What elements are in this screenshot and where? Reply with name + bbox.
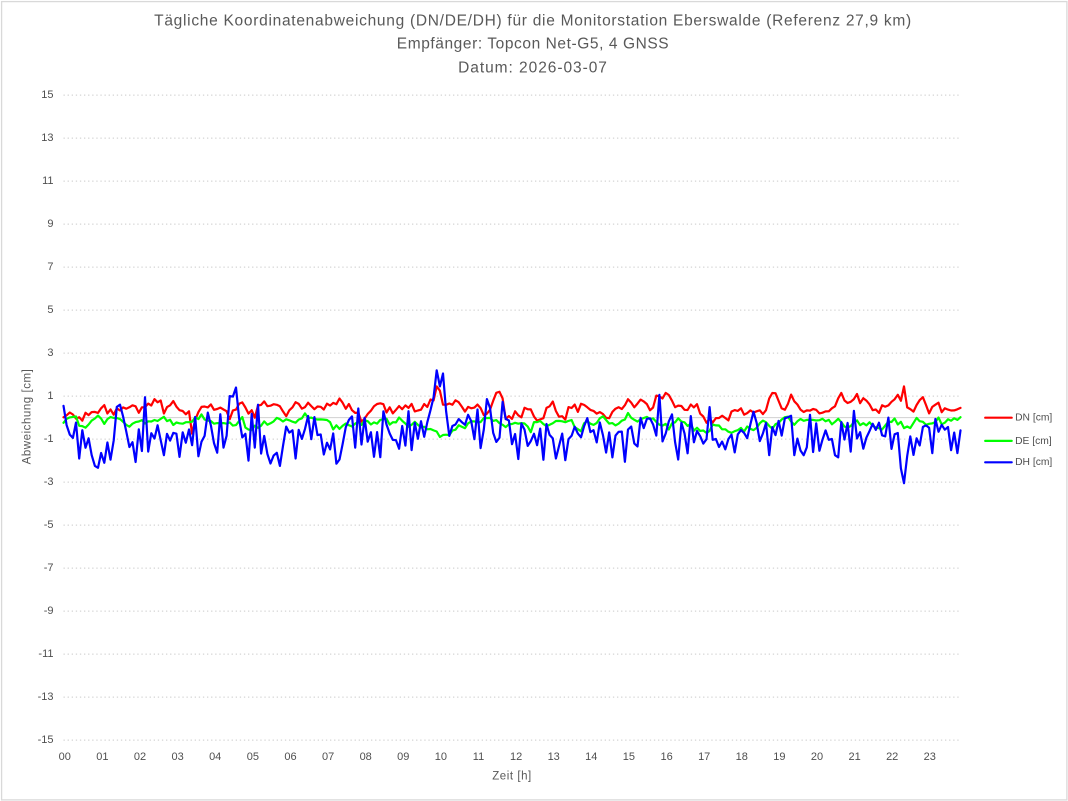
svg-text:17: 17 xyxy=(698,751,710,763)
svg-text:7: 7 xyxy=(47,261,53,273)
svg-text:DN [cm]: DN [cm] xyxy=(1015,413,1052,424)
svg-text:01: 01 xyxy=(96,751,108,763)
svg-text:03: 03 xyxy=(171,751,183,763)
svg-text:09: 09 xyxy=(397,751,409,763)
svg-text:02: 02 xyxy=(134,751,146,763)
svg-text:-1: -1 xyxy=(44,433,54,445)
svg-text:DE [cm]: DE [cm] xyxy=(1015,436,1052,447)
svg-text:20: 20 xyxy=(811,751,823,763)
svg-text:21: 21 xyxy=(848,751,860,763)
svg-text:15: 15 xyxy=(41,89,53,101)
svg-text:-13: -13 xyxy=(38,691,54,703)
svg-text:-9: -9 xyxy=(44,605,54,617)
svg-text:-3: -3 xyxy=(44,476,54,488)
svg-text:-5: -5 xyxy=(44,519,54,531)
svg-text:18: 18 xyxy=(736,751,748,763)
svg-text:Abweichung [cm]: Abweichung [cm] xyxy=(21,369,33,465)
svg-text:Empfänger: Topcon Net-G5, 4 GN: Empfänger: Topcon Net-G5, 4 GNSS xyxy=(397,36,669,53)
svg-text:14: 14 xyxy=(585,751,597,763)
svg-text:Datum: 2026-03-07: Datum: 2026-03-07 xyxy=(458,59,608,76)
svg-text:19: 19 xyxy=(773,751,785,763)
svg-text:23: 23 xyxy=(924,751,936,763)
svg-text:15: 15 xyxy=(623,751,635,763)
svg-text:Tägliche Koordinatenabweichung: Tägliche Koordinatenabweichung (DN/DE/DH… xyxy=(154,13,912,30)
svg-text:16: 16 xyxy=(660,751,672,763)
svg-text:04: 04 xyxy=(209,751,221,763)
svg-text:00: 00 xyxy=(59,751,71,763)
svg-text:08: 08 xyxy=(360,751,372,763)
svg-text:3: 3 xyxy=(47,347,53,359)
svg-text:-7: -7 xyxy=(44,562,54,574)
svg-text:DH [cm]: DH [cm] xyxy=(1015,457,1052,468)
svg-text:11: 11 xyxy=(42,175,53,187)
svg-text:5: 5 xyxy=(47,304,53,316)
svg-text:1: 1 xyxy=(47,390,53,402)
svg-text:12: 12 xyxy=(510,751,522,763)
svg-text:-15: -15 xyxy=(38,734,54,746)
svg-text:07: 07 xyxy=(322,751,334,763)
svg-text:11: 11 xyxy=(473,751,484,763)
svg-text:9: 9 xyxy=(47,218,53,230)
svg-text:10: 10 xyxy=(435,751,447,763)
svg-text:05: 05 xyxy=(247,751,259,763)
svg-text:13: 13 xyxy=(41,132,53,144)
svg-text:Zeit [h]: Zeit [h] xyxy=(492,771,532,783)
svg-text:06: 06 xyxy=(284,751,296,763)
svg-text:13: 13 xyxy=(548,751,560,763)
svg-text:22: 22 xyxy=(886,751,898,763)
svg-text:-11: -11 xyxy=(38,648,53,660)
